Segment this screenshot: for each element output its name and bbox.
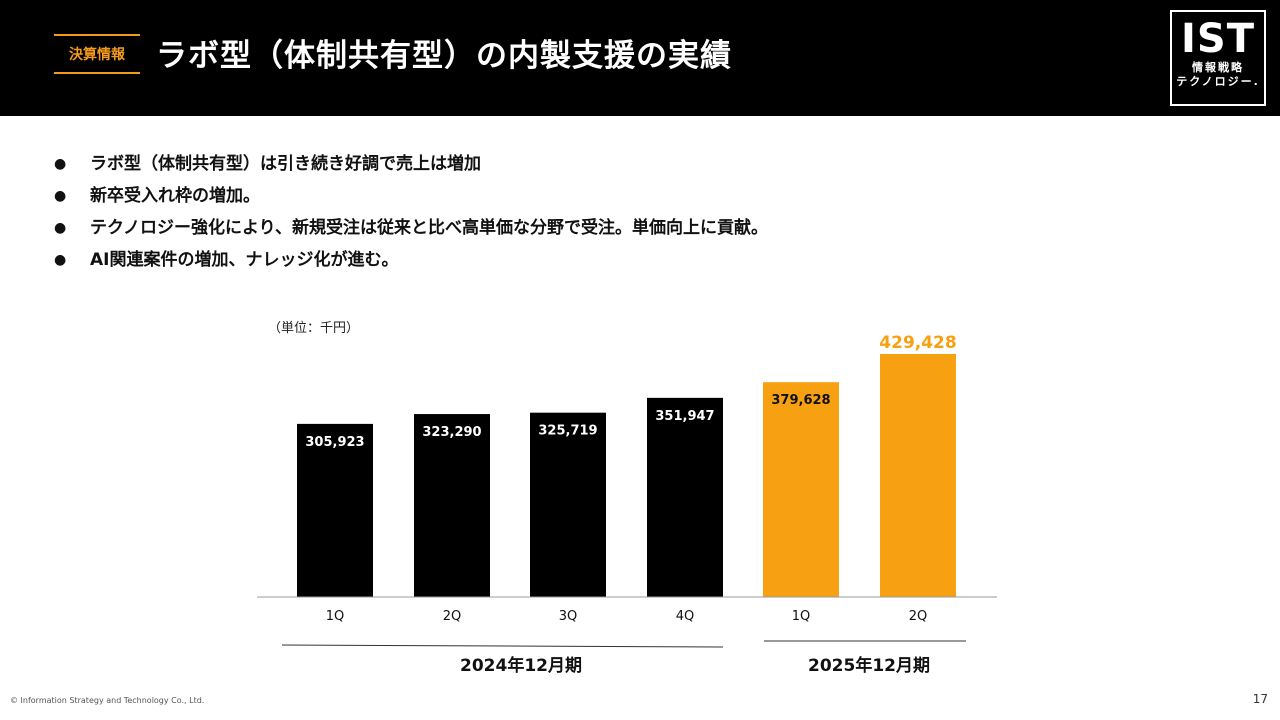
copyright-text: © Information Strategy and Technology Co…	[10, 696, 205, 705]
logo-subtitle-1: 情報戦略	[1192, 61, 1244, 74]
bullet-text: AI関連案件の増加、ナレッジ化が進む。	[90, 250, 399, 270]
data-label: 379,628	[771, 393, 830, 408]
bullet-dot-icon: ●	[54, 220, 67, 236]
section-tag: 決算情報	[54, 34, 140, 74]
x-tick-label: 3Q	[559, 609, 578, 624]
header-bar: 決算情報 ラボ型（体制共有型）の内製支援の実績 IST 情報戦略 テクノロジー.	[0, 0, 1280, 116]
data-label: 323,290	[422, 425, 481, 440]
data-label: 305,923	[305, 435, 364, 450]
bar	[530, 412, 606, 597]
x-tick-label: 2Q	[443, 609, 462, 624]
data-label: 325,719	[538, 424, 597, 439]
group-bracket-line	[281, 644, 724, 648]
bar	[763, 382, 839, 597]
x-tick-label: 2Q	[909, 609, 928, 624]
bullet-item: ● 新卒受入れ枠の増加。	[54, 180, 768, 212]
bar	[880, 354, 956, 597]
bar	[647, 397, 723, 597]
bullet-item: ● AI関連案件の増加、ナレッジ化が進む。	[54, 244, 768, 276]
bullet-dot-icon: ●	[54, 156, 67, 172]
bullet-text: テクノロジー強化により、新規受注は従来と比べ高単価な分野で受注。単価向上に貢献。	[90, 218, 768, 238]
bullet-dot-icon: ●	[54, 188, 67, 204]
bullet-text: 新卒受入れ枠の増加。	[90, 186, 260, 206]
page-number: 17	[1252, 692, 1268, 706]
bullet-item: ● ラボ型（体制共有型）は引き続き好調で売上は増加	[54, 148, 768, 180]
page-title: ラボ型（体制共有型）の内製支援の実績	[156, 38, 732, 74]
group-label: 2025年12月期	[808, 655, 930, 676]
x-tick-label: 1Q	[792, 609, 811, 624]
x-tick-label: 1Q	[326, 609, 345, 624]
data-label: 351,947	[655, 409, 714, 424]
bullet-item: ● テクノロジー強化により、新規受注は従来と比べ高単価な分野で受注。単価向上に貢献…	[54, 212, 768, 244]
bullet-dot-icon: ●	[54, 252, 67, 268]
company-logo: IST 情報戦略 テクノロジー.	[1170, 10, 1266, 106]
logo-subtitle-2: テクノロジー.	[1176, 75, 1260, 88]
x-tick-label: 4Q	[676, 609, 695, 624]
bullet-list: ● ラボ型（体制共有型）は引き続き好調で売上は増加 ● 新卒受入れ枠の増加。 ● テク…	[54, 148, 768, 276]
group-label: 2024年12月期	[460, 655, 582, 676]
bar	[414, 414, 490, 597]
data-label: 429,428	[879, 333, 956, 353]
unit-label: （単位：千円）	[268, 320, 359, 336]
bullet-text: ラボ型（体制共有型）は引き続き好調で売上は増加	[90, 154, 481, 174]
logo-wordmark: IST	[1181, 16, 1255, 62]
bar	[297, 423, 373, 597]
